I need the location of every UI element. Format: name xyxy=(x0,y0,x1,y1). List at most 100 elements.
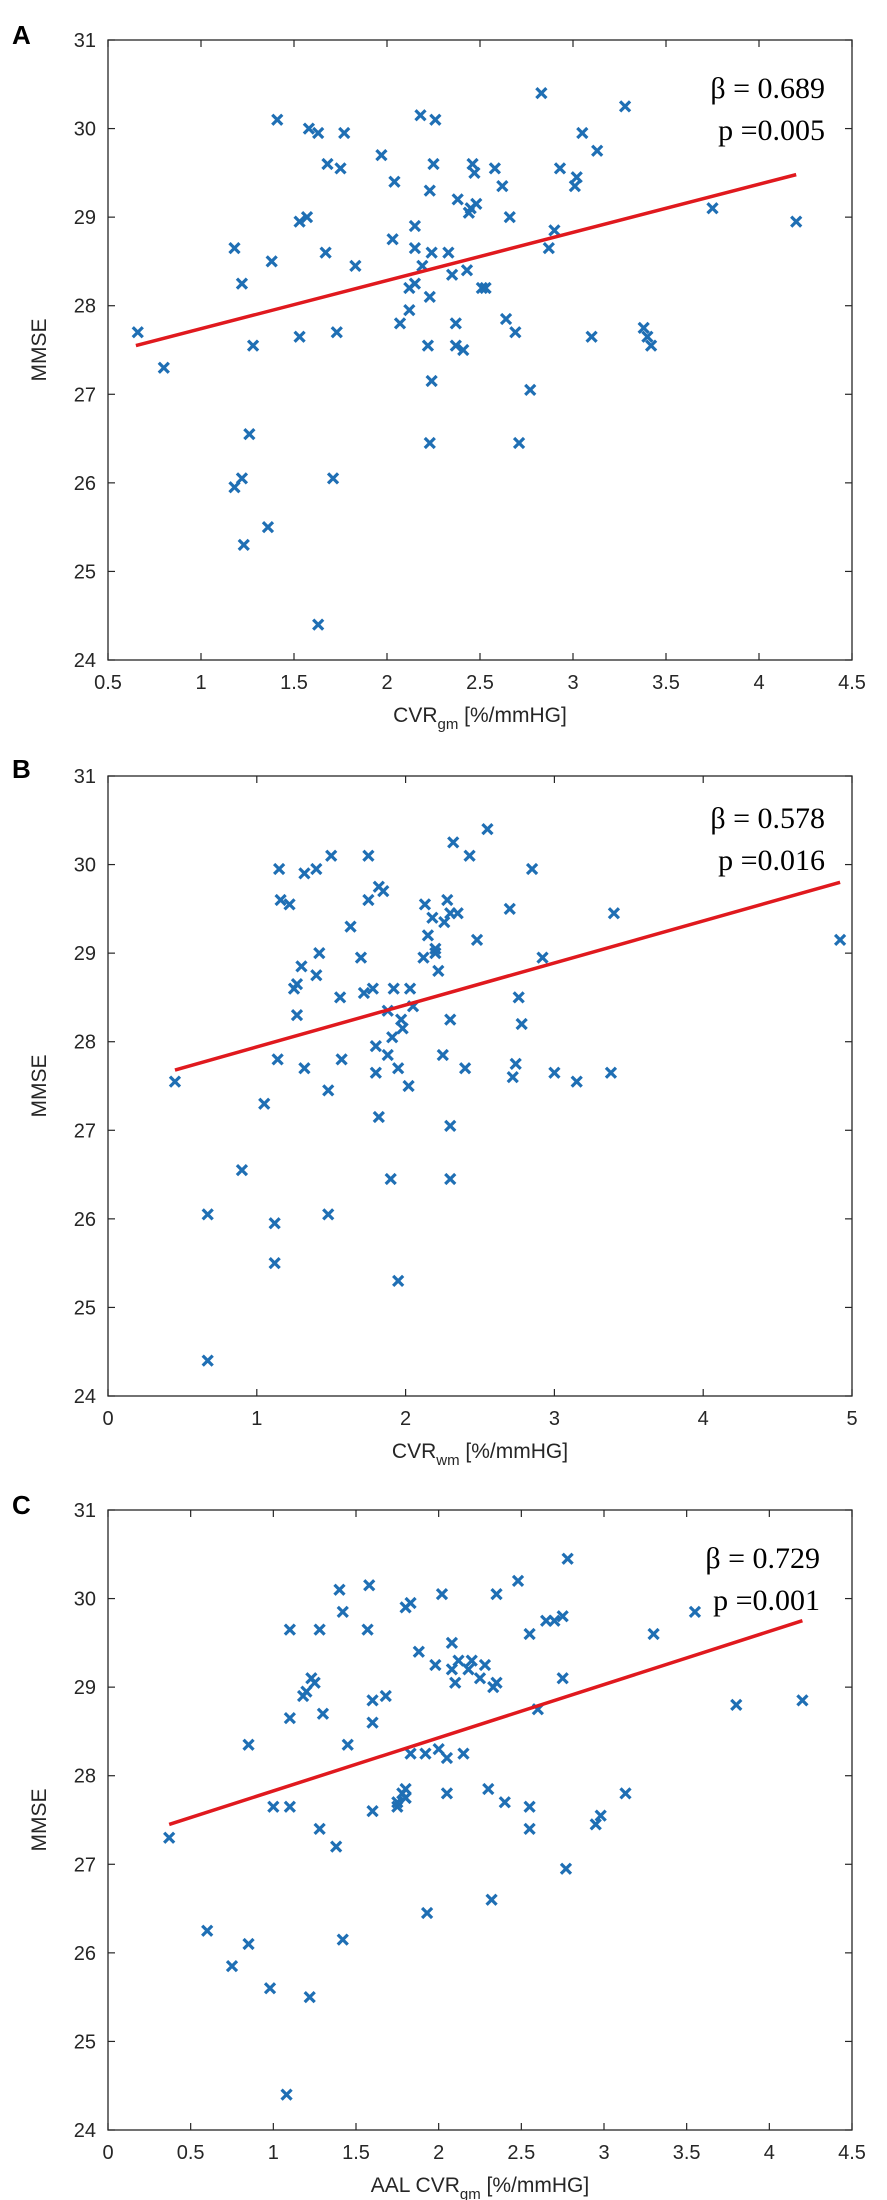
data-point xyxy=(157,361,170,374)
data-point xyxy=(402,1079,415,1093)
data-point xyxy=(271,1053,284,1066)
y-tick-label: 31 xyxy=(74,1500,96,1522)
data-point xyxy=(421,339,435,352)
data-point xyxy=(449,1676,462,1689)
x-tick-label: 4 xyxy=(698,1408,709,1430)
x-axis-label-subscript: gm xyxy=(438,716,459,733)
data-point xyxy=(509,1057,522,1070)
data-point xyxy=(561,1552,574,1565)
data-point xyxy=(338,126,351,140)
data-point xyxy=(283,1623,296,1636)
data-point xyxy=(591,144,604,157)
data-point xyxy=(441,893,454,907)
data-point xyxy=(570,1075,583,1088)
data-point xyxy=(465,1654,478,1667)
data-point xyxy=(298,1062,311,1075)
data-point xyxy=(427,157,440,171)
data-point xyxy=(444,1119,457,1132)
data-point xyxy=(261,521,275,534)
data-point xyxy=(618,100,632,113)
x-tick-label: 4.5 xyxy=(838,672,866,694)
data-point xyxy=(404,1747,417,1760)
data-point xyxy=(647,1627,660,1641)
data-point xyxy=(369,1040,382,1053)
plot-area xyxy=(107,1509,853,2131)
data-point xyxy=(408,242,422,255)
data-point xyxy=(393,317,407,330)
y-tick-label: 31 xyxy=(74,30,96,52)
y-axis-label: MMSE xyxy=(28,1055,51,1118)
data-point xyxy=(381,1048,394,1062)
data-point xyxy=(290,1009,304,1022)
y-tick-label: 30 xyxy=(74,1589,96,1611)
data-point xyxy=(498,1796,511,1809)
data-point xyxy=(395,1013,408,1026)
data-point xyxy=(473,1672,487,1685)
y-tick-label: 27 xyxy=(74,1854,96,1876)
y-axis-label: MMSE xyxy=(28,319,51,382)
data-point xyxy=(444,1172,457,1186)
data-point xyxy=(418,898,432,911)
data-point xyxy=(242,1738,255,1751)
data-point xyxy=(641,330,654,343)
data-point xyxy=(237,538,250,551)
y-tick-label: 31 xyxy=(74,766,96,788)
data-point xyxy=(300,1685,313,1698)
data-point xyxy=(312,618,325,631)
x-tick-label: 2 xyxy=(433,2142,444,2164)
p-value-annotation: p =0.005 xyxy=(718,114,825,147)
beta-annotation: β = 0.689 xyxy=(710,72,825,105)
data-point xyxy=(334,162,347,175)
data-point xyxy=(387,982,400,995)
data-point xyxy=(730,1698,743,1711)
data-point xyxy=(235,277,249,290)
panel-label: A xyxy=(12,20,31,50)
data-point xyxy=(403,304,416,317)
data-point xyxy=(506,1071,519,1084)
data-point xyxy=(790,215,803,228)
data-point xyxy=(330,1840,343,1853)
data-point xyxy=(201,1354,214,1367)
data-point xyxy=(362,893,375,907)
data-point xyxy=(440,1787,454,1800)
x-tick-label: 0 xyxy=(102,2142,113,2164)
data-point xyxy=(322,1208,335,1221)
data-point xyxy=(542,242,555,255)
data-point xyxy=(403,982,417,995)
panel-label: B xyxy=(12,754,31,784)
data-point xyxy=(503,211,516,224)
plot-area xyxy=(107,39,853,661)
data-point xyxy=(449,317,462,330)
x-tick-label: 4.5 xyxy=(838,2142,866,2164)
data-point xyxy=(478,1658,492,1672)
y-tick-label: 27 xyxy=(74,1120,96,1142)
x-axis-label-unit: [%/mmHG] xyxy=(481,2174,590,2197)
x-tick-label: 4 xyxy=(753,672,764,694)
data-point xyxy=(274,893,287,907)
data-point xyxy=(468,166,481,179)
y-tick-label: 26 xyxy=(74,473,96,495)
data-point xyxy=(488,162,502,175)
data-point xyxy=(313,1623,326,1636)
data-point xyxy=(412,1645,425,1658)
x-axis-label-main: AAL CVR xyxy=(371,2174,460,2197)
data-point xyxy=(392,1062,405,1075)
plot-area xyxy=(107,775,853,1397)
x-axis-label-unit: [%/mmHG] xyxy=(460,1440,569,1463)
data-point xyxy=(300,211,314,224)
data-point xyxy=(268,1217,281,1230)
panel-c: C 0 0.5 1 1.5 2 2.5 3 3.5 4 4.5 24 25 26 27 28 29 30 31 AAL… xyxy=(12,1490,866,2200)
data-point xyxy=(440,1751,454,1765)
y-tick-label: 24 xyxy=(74,1386,96,1408)
data-point xyxy=(432,964,445,977)
data-point xyxy=(445,1636,459,1649)
data-point xyxy=(408,277,422,290)
data-point xyxy=(458,1062,472,1075)
x-tick-label: 2 xyxy=(400,1408,411,1430)
data-point xyxy=(272,862,286,876)
data-point xyxy=(438,916,451,929)
data-point xyxy=(131,326,144,339)
x-tick-label: 1.5 xyxy=(342,2142,370,2164)
x-tick-label: 1 xyxy=(195,672,206,694)
x-tick-label: 2.5 xyxy=(466,672,494,694)
